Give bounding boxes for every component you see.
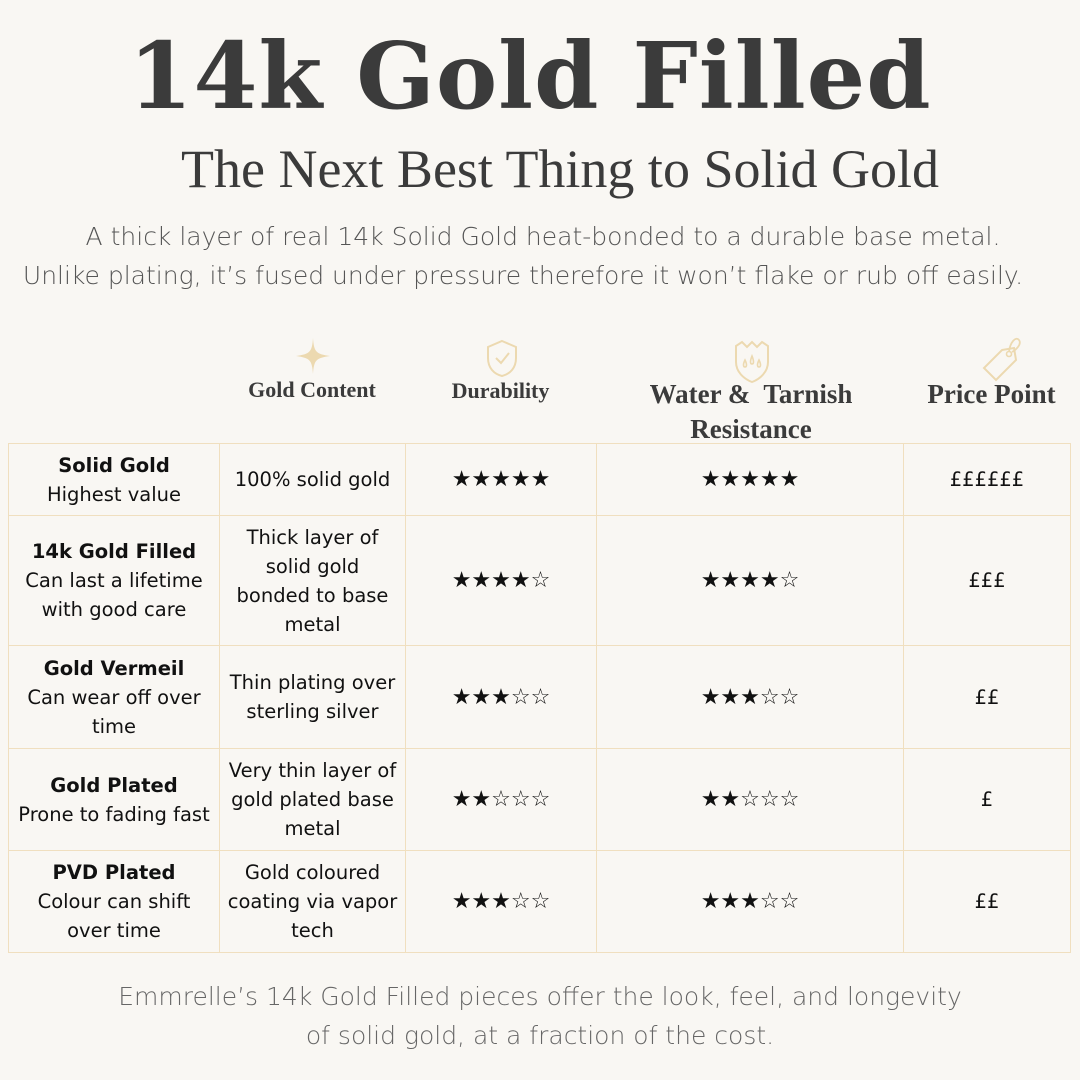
column-header-water-tarnish-line2: Resistance [690, 414, 812, 444]
durability-rating: ★★★☆☆ [405, 850, 597, 953]
row-note: Highest value [46, 482, 182, 506]
footer-line-2: of solid gold, at a fraction of the cost… [305, 1021, 775, 1050]
comparison-table: Solid Gold Highest value 100% solid gold … [8, 443, 1071, 953]
row-name: Solid Gold [58, 453, 170, 477]
durability-rating: ★★★★★ [405, 443, 597, 516]
water-rating: ★★☆☆☆ [596, 748, 904, 851]
gold-content-cell: Thin plating over sterling silver [219, 645, 406, 749]
price-tag-icon [982, 337, 1021, 382]
row-label: PVD Plated Colour can shift over time [8, 850, 220, 953]
gold-content-cell: 100% solid gold [219, 443, 406, 516]
row-name: 14k Gold Filled [31, 540, 197, 563]
price-cell: ££ [903, 850, 1071, 953]
durability-rating: ★★☆☆☆ [405, 748, 597, 851]
row-name: Gold Vermeil [43, 656, 185, 680]
row-note: Prone to fading fast [18, 802, 210, 826]
row-note: Can last a lifetime with good care [25, 569, 203, 621]
price-cell: ££ [903, 645, 1071, 749]
water-rating: ★★★★★ [596, 443, 904, 516]
water-rating: ★★★☆☆ [596, 850, 904, 953]
column-header-durability: Durability [451, 378, 550, 403]
water-rating: ★★★☆☆ [596, 645, 904, 749]
sparkle-icon [296, 338, 330, 374]
row-note: Colour can shift over time [37, 890, 191, 942]
row-label: Gold Plated Prone to fading fast [8, 748, 220, 851]
water-rating: ★★★★☆ [596, 515, 904, 646]
gold-content-cell: Gold coloured coating via vapor tech [219, 850, 406, 953]
row-name: PVD Plated [52, 861, 176, 884]
intro-line-1: A thick layer of real 14k Solid Gold hea… [85, 222, 1001, 251]
water-shield-icon [735, 340, 769, 384]
shield-check-icon [487, 339, 517, 378]
page-title: 14k Gold Filled [128, 22, 932, 130]
intro-line-2: Unlike plating, it’s fused under pressur… [22, 261, 1024, 290]
page-subtitle: The Next Best Thing to Solid Gold [181, 139, 939, 199]
table-row: 14k Gold Filled Can last a lifetime with … [8, 515, 1071, 646]
row-name: Gold Plated [50, 773, 178, 797]
row-label: 14k Gold Filled Can last a lifetime with … [8, 515, 220, 646]
row-note: Can wear off over time [27, 685, 201, 738]
table-row: Solid Gold Highest value 100% solid gold … [8, 443, 1071, 516]
column-header-water-tarnish: Water & Tarnish [649, 379, 853, 409]
column-header-gold-content: Gold Content [248, 377, 376, 402]
gold-content-cell: Very thin layer of gold plated base meta… [219, 748, 406, 851]
table-row: Gold Plated Prone to fading fast Very thi… [8, 748, 1071, 851]
table-row: PVD Plated Colour can shift over time Gol… [8, 850, 1071, 953]
row-label: Solid Gold Highest value [8, 443, 220, 516]
price-cell: £££ [903, 515, 1071, 646]
column-header-price-point: Price Point [927, 379, 1056, 409]
table-row: Gold Vermeil Can wear off over time Thin … [8, 645, 1071, 749]
price-cell: ££££££ [903, 443, 1071, 516]
row-label: Gold Vermeil Can wear off over time [8, 645, 220, 749]
durability-rating: ★★★★☆ [405, 515, 597, 646]
footer-line-1: Emmrelle’s 14k Gold Filled pieces offer … [118, 982, 962, 1011]
gold-content-cell: Thick layer of solid gold bonded to base… [219, 515, 406, 646]
price-cell: £ [903, 748, 1071, 851]
durability-rating: ★★★☆☆ [405, 645, 597, 749]
